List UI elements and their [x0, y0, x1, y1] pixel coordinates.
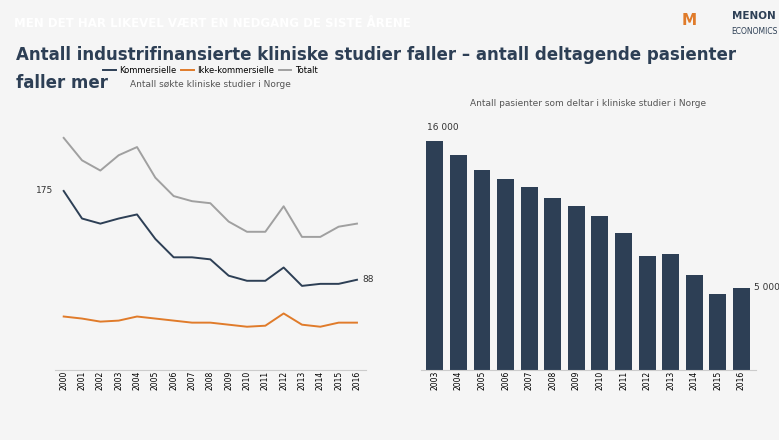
- Text: 16 000: 16 000: [427, 123, 458, 132]
- Bar: [520, 187, 538, 370]
- Text: MENON: MENON: [731, 11, 775, 21]
- Bar: [662, 254, 679, 370]
- Bar: [497, 179, 514, 370]
- Text: faller mer: faller mer: [16, 74, 108, 92]
- Text: M: M: [682, 13, 697, 28]
- Title: Antall søkte kliniske studier i Norge: Antall søkte kliniske studier i Norge: [130, 80, 291, 88]
- Bar: [568, 206, 585, 370]
- Bar: [686, 275, 703, 370]
- Bar: [710, 294, 726, 370]
- Bar: [615, 232, 632, 370]
- Text: ECONOMICS: ECONOMICS: [731, 27, 778, 36]
- Text: Antall industrifinansierte kliniske studier faller – antall deltagende pasienter: Antall industrifinansierte kliniske stud…: [16, 46, 735, 64]
- Bar: [545, 198, 561, 370]
- Legend: Kommersielle, Ikke-kommersielle, Totalt: Kommersielle, Ikke-kommersielle, Totalt: [100, 62, 321, 78]
- Text: 88: 88: [362, 275, 374, 284]
- Bar: [639, 256, 656, 370]
- Text: 175: 175: [36, 187, 53, 195]
- Bar: [733, 288, 750, 370]
- Title: Antall pasienter som deltar i kliniske studier i Norge: Antall pasienter som deltar i kliniske s…: [470, 99, 707, 108]
- Bar: [426, 141, 443, 370]
- Text: MEN DET HAR LIKEVEL VÆRT EN NEDGANG DE SISTE ÅRENE: MEN DET HAR LIKEVEL VÆRT EN NEDGANG DE S…: [14, 17, 411, 29]
- Bar: [474, 170, 491, 370]
- Bar: [591, 216, 608, 370]
- Text: 5 000: 5 000: [754, 283, 779, 293]
- Bar: [450, 155, 467, 370]
